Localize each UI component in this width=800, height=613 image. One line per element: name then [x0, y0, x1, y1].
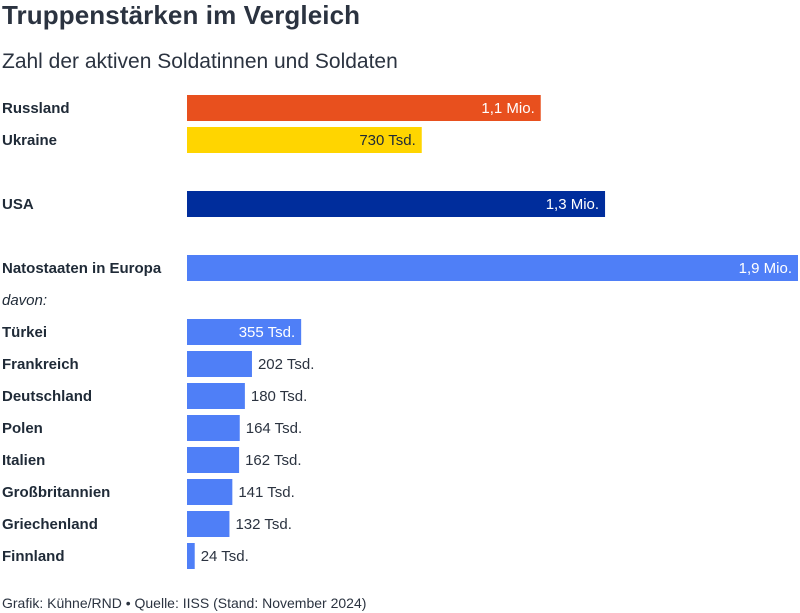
category-label-deutschland: Deutschland	[2, 388, 92, 405]
bar-grossbritannien	[187, 479, 233, 505]
category-label-griechenland: Griechenland	[2, 516, 98, 533]
category-label-frankreich: Frankreich	[2, 356, 79, 373]
bar-italien	[187, 447, 240, 473]
value-label-griechenland: 132 Tsd.	[235, 516, 291, 533]
bar-natostaaten-in-europa	[187, 255, 798, 281]
chart-subtitle: Zahl der aktiven Soldatinnen und Soldate…	[2, 50, 398, 73]
value-label-grossbritannien: 141 Tsd.	[238, 484, 294, 501]
bar-tuerkei	[187, 319, 302, 345]
category-label-tuerkei: Türkei	[2, 324, 47, 341]
value-label-italien: 162 Tsd.	[245, 452, 301, 469]
category-label-ukraine: Ukraine	[2, 132, 57, 149]
source-credit: Grafik: Kühne/RND • Quelle: IISS (Stand:…	[2, 595, 367, 611]
category-label-finnland: Finnland	[2, 548, 65, 565]
bar-ukraine	[187, 127, 422, 153]
bar-frankreich	[187, 351, 252, 377]
bar-deutschland	[187, 383, 245, 409]
bar-russland	[187, 95, 541, 121]
value-label-deutschland: 180 Tsd.	[251, 388, 307, 405]
bar-finnland	[187, 543, 195, 569]
value-label-finnland: 24 Tsd.	[201, 548, 249, 565]
category-label-russland: Russland	[2, 100, 70, 117]
value-label-polen: 164 Tsd.	[246, 420, 302, 437]
bar-usa	[187, 191, 606, 217]
category-label-grossbritannien: Großbritannien	[2, 484, 110, 501]
category-label-polen: Polen	[2, 420, 43, 437]
category-label-italien: Italien	[2, 452, 45, 469]
category-label-natostaaten-in-europa: Natostaaten in Europa	[2, 260, 162, 277]
value-label-natostaaten-in-europa: 1,9 Mio.	[739, 260, 792, 277]
value-label-tuerkei: 355 Tsd.	[239, 324, 295, 341]
bar-griechenland	[187, 511, 230, 537]
value-label-ukraine: 730 Tsd.	[359, 132, 415, 149]
value-label-russland: 1,1 Mio.	[481, 100, 534, 117]
bar-chart: Russland 1,1 Mio. Ukraine 730 Tsd. USA 1,3 Mi…	[2, 95, 798, 569]
bar-polen	[187, 415, 240, 441]
chart-title: Truppenstärken im Vergleich	[2, 0, 361, 30]
value-label-frankreich: 202 Tsd.	[258, 356, 314, 373]
value-label-usa: 1,3 Mio.	[546, 196, 599, 213]
category-label-usa: USA	[2, 196, 34, 213]
bars-layer: Russland 1,1 Mio. Ukraine 730 Tsd. USA 1,3 Mi…	[2, 95, 798, 569]
davon-note: davon:	[2, 292, 47, 309]
